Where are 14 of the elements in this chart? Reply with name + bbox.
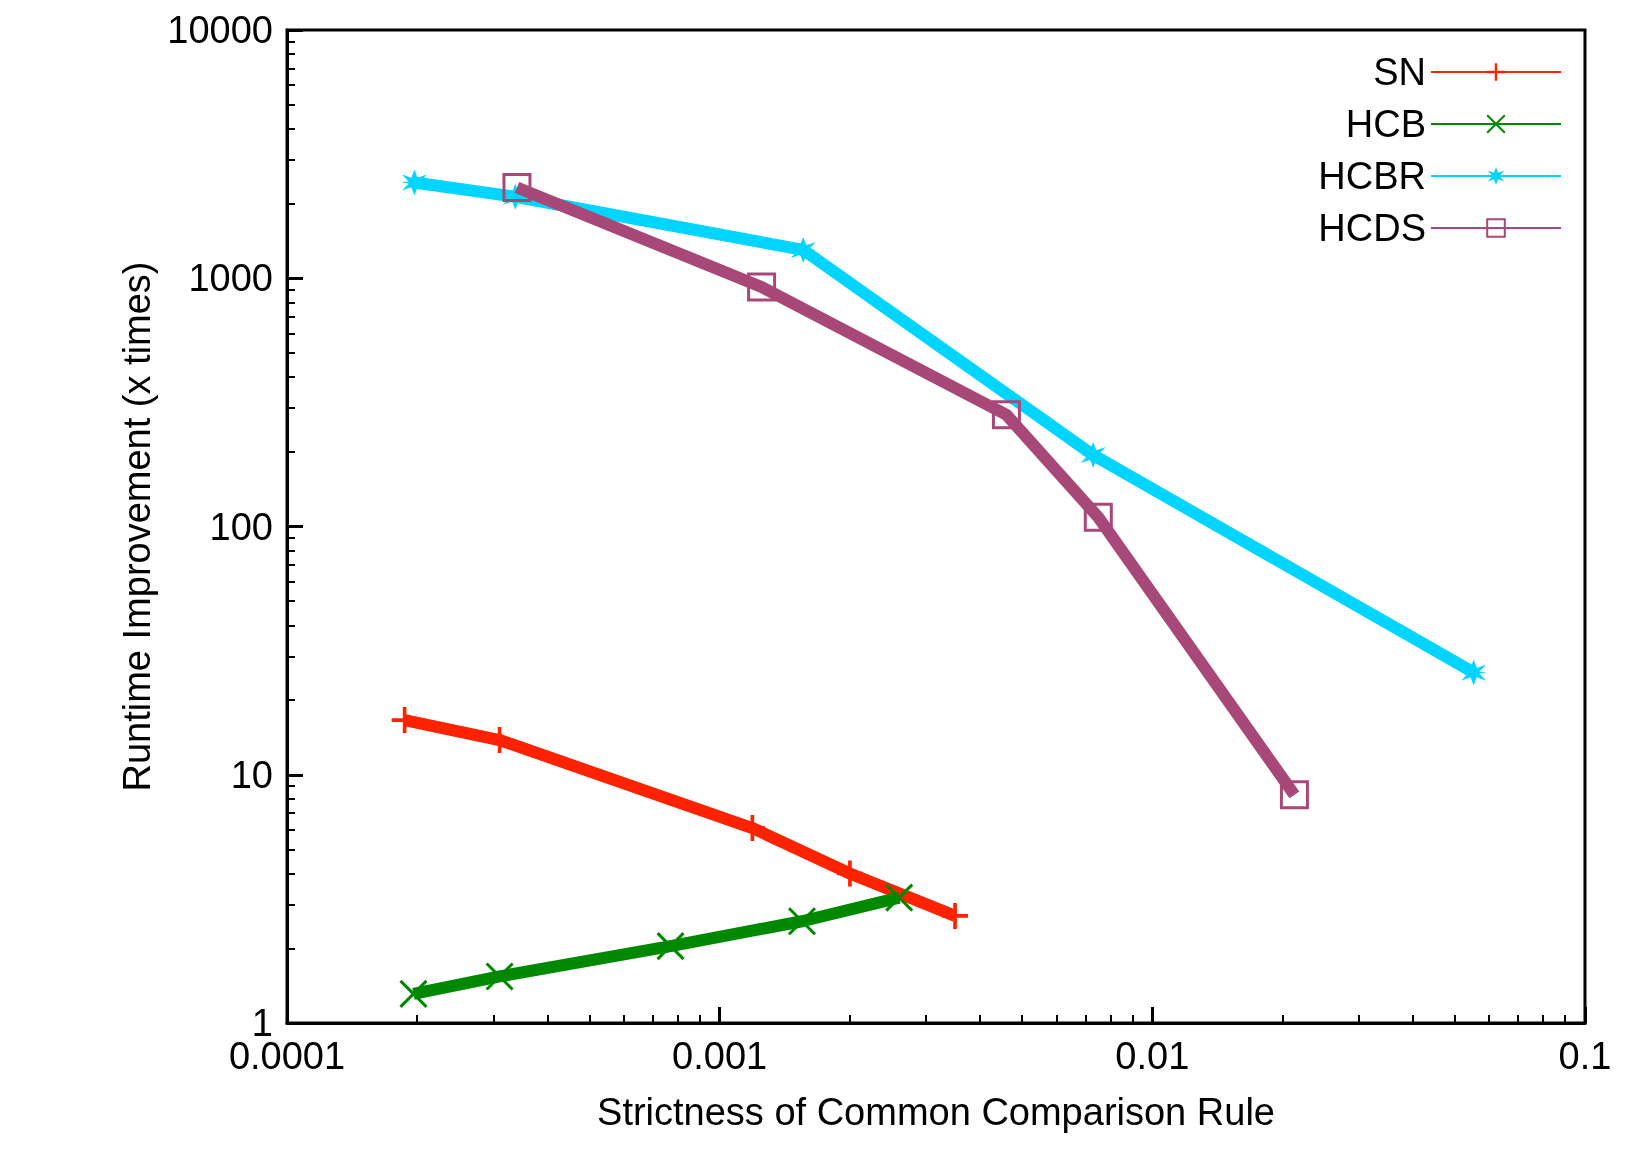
y-tick-label: 10000 <box>167 9 273 51</box>
x-axis-title: Strictness of Common Comparison Rule <box>597 1091 1275 1133</box>
y-tick-label: 100 <box>209 505 273 548</box>
y-tick-label: 10 <box>230 753 273 796</box>
legend-label: HCBR <box>1318 155 1426 197</box>
x-tick-label: 0.1 <box>1558 1035 1612 1077</box>
x-tick-label: 0.001 <box>672 1035 768 1077</box>
legend-label: SN <box>1373 51 1426 93</box>
legend-label: HCDS <box>1318 207 1426 249</box>
y-axis-title: Runtime Improvement (x times) <box>116 261 159 792</box>
legend-label: HCB <box>1345 103 1426 145</box>
y-tick-label: 1000 <box>188 257 273 300</box>
x-tick-label: 0.0001 <box>228 1035 346 1077</box>
x-tick-label: 0.01 <box>1115 1035 1190 1077</box>
